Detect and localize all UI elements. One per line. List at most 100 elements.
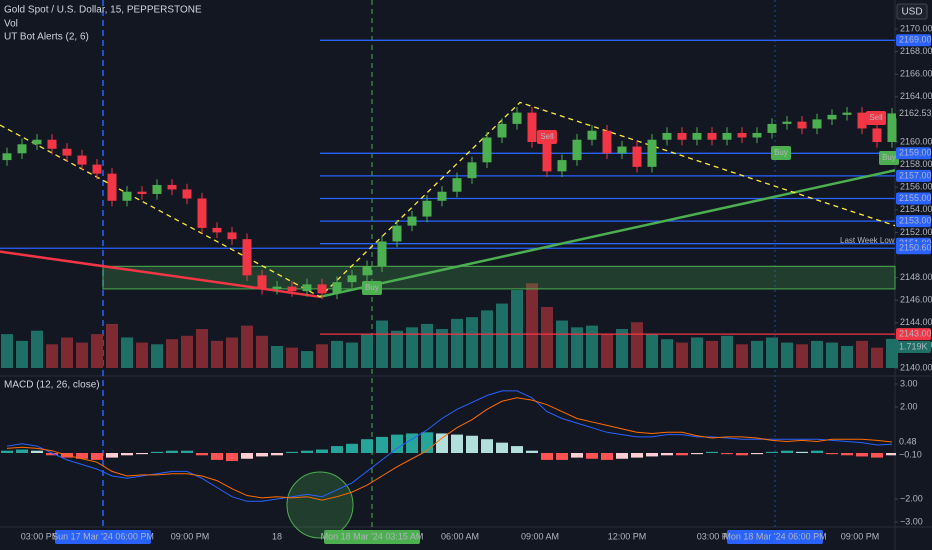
histogram-bar — [646, 453, 658, 457]
price-badge — [896, 192, 931, 205]
volume-bar — [181, 335, 193, 368]
histogram-bar — [121, 453, 133, 456]
volume-bar — [841, 345, 853, 368]
volume-bar — [856, 340, 868, 368]
candle-body — [92, 164, 102, 174]
histogram-bar — [181, 450, 193, 453]
volume-bar — [706, 340, 718, 368]
candle-body — [272, 286, 282, 289]
value-badge-label: 0.48 — [899, 436, 917, 446]
y-tick-label: 2170.00 — [900, 23, 932, 33]
histogram-bar — [76, 453, 88, 459]
histogram-bar — [601, 453, 613, 460]
price-badge — [896, 169, 931, 182]
histogram-bar — [256, 453, 268, 457]
volume-bar — [106, 323, 118, 368]
histogram-bar — [676, 453, 688, 456]
candle-body — [242, 239, 252, 276]
value-badge — [896, 449, 931, 462]
candle-body — [587, 130, 597, 140]
histogram-bar — [571, 453, 583, 458]
price-badge — [896, 328, 931, 341]
histogram-bar — [616, 453, 628, 459]
histogram-bar — [451, 434, 463, 453]
histogram-bar — [481, 439, 493, 453]
candle-body — [632, 146, 642, 167]
price-badge-label: 2169.00 — [899, 35, 932, 45]
candle-body — [137, 191, 147, 194]
price-badge-label: 2159.00 — [899, 148, 932, 158]
volume-bar — [361, 334, 373, 368]
volume-bar — [376, 320, 388, 368]
signal-label: Buy — [365, 283, 379, 292]
histogram-bar — [136, 453, 148, 455]
histogram-bar — [406, 433, 418, 453]
indicator-label: Vol — [4, 19, 18, 30]
volume-bar — [16, 340, 28, 368]
volume-bar — [391, 330, 403, 368]
histogram-bar — [436, 433, 448, 453]
volume-bar — [481, 310, 493, 368]
level-note: Last Week Low — [840, 236, 895, 245]
candle-body — [887, 113, 897, 142]
volume-bar — [271, 345, 283, 368]
histogram-bar — [556, 453, 568, 460]
histogram-bar — [151, 451, 163, 453]
volume-bar — [406, 327, 418, 368]
candle-body — [677, 132, 687, 140]
candle-body — [167, 184, 177, 190]
histogram-bar — [781, 450, 793, 453]
histogram-bar — [361, 439, 373, 453]
histogram-bar — [841, 453, 853, 456]
signal-badge — [537, 130, 557, 144]
volume-bar — [796, 344, 808, 368]
candle-body — [527, 112, 537, 142]
histogram-bar — [736, 453, 748, 456]
histogram-bar — [721, 453, 733, 455]
histogram-bar — [346, 443, 358, 453]
histogram-bar — [691, 453, 703, 455]
histogram-bar — [526, 450, 538, 453]
volume-bar — [751, 340, 763, 368]
candle-body — [782, 121, 792, 124]
trendline — [0, 250, 321, 299]
x-tick-label: 09:00 AM — [521, 531, 559, 541]
candle-body — [857, 112, 867, 129]
candle-body — [707, 132, 717, 140]
volume-bar — [511, 290, 523, 368]
candle-body — [32, 139, 42, 145]
volume-bar — [826, 342, 838, 368]
price-badge — [896, 107, 931, 120]
macd-title: MACD (12, 26, close) — [4, 380, 100, 391]
currency-box[interactable] — [896, 3, 928, 20]
candle-body — [662, 132, 672, 140]
volume-bar — [451, 318, 463, 368]
candle-body — [827, 114, 837, 120]
histogram-bar — [631, 453, 643, 458]
histogram-bar — [91, 453, 103, 460]
volume-bar — [436, 329, 448, 368]
candle-body — [542, 142, 552, 172]
histogram-bar — [541, 453, 553, 460]
candle-body — [317, 284, 327, 294]
x-label-badge — [727, 530, 823, 544]
price-badge-label: 2157.00 — [899, 170, 932, 180]
volume-bar — [1, 334, 13, 368]
candle-body — [152, 184, 162, 194]
histogram-bar — [241, 453, 253, 459]
volume-bar — [586, 325, 598, 368]
x-tick-label: 03:00 PM — [697, 531, 736, 541]
volume-bar — [646, 334, 658, 368]
volume-bar — [571, 327, 583, 368]
candle-body — [287, 286, 297, 292]
volume-bar — [301, 351, 313, 368]
volume-bar — [421, 323, 433, 368]
y-tick-label: 2148.00 — [900, 272, 932, 282]
histogram-bar — [301, 450, 313, 453]
volume-bar — [121, 337, 133, 368]
candle-body — [302, 284, 312, 292]
histogram-bar — [796, 451, 808, 453]
x-tick-label: 03:00 PM — [21, 531, 60, 541]
